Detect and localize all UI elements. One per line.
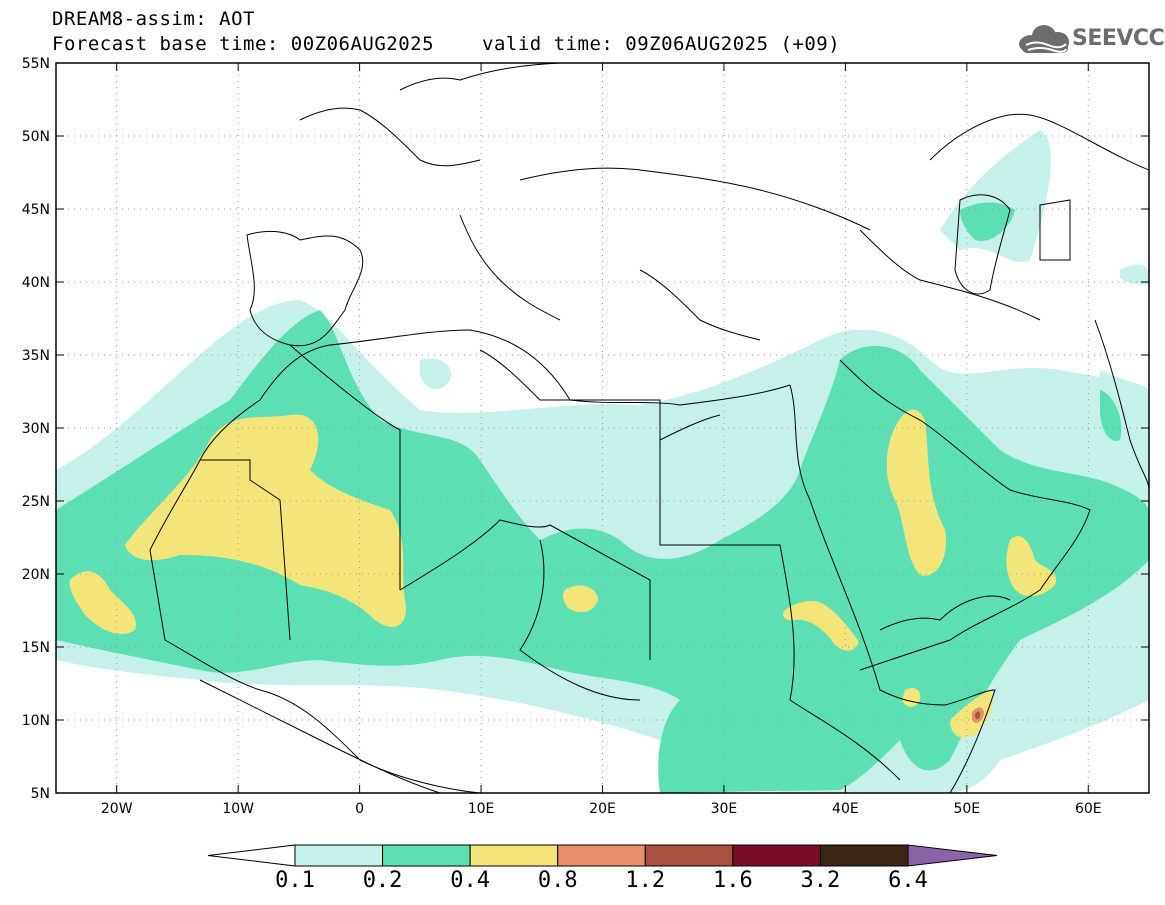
lat-tick-label: 55N — [22, 56, 50, 72]
lat-tick-label: 30N — [22, 421, 50, 437]
colorbar-label: 0.1 — [275, 868, 315, 893]
seevccc-logo: SEEVCCC — [1018, 22, 1165, 56]
colorbar-label: 0.4 — [450, 868, 491, 893]
lon-tick-label: 60E — [1075, 801, 1102, 817]
aot-contour-08 — [972, 707, 984, 723]
forecast-base-time: Forecast base time: 00Z06AUG2025 — [52, 33, 435, 55]
lat-tick-label: 5N — [31, 786, 50, 802]
logo-text: SEEVCCC — [1072, 26, 1165, 51]
colorbar-label: 1.6 — [712, 868, 753, 893]
colorbar-under-arrow — [207, 844, 296, 867]
lat-tick-label: 50N — [22, 129, 50, 145]
lon-tick-label: 50E — [953, 801, 980, 817]
lat-tick-label: 25N — [22, 494, 50, 510]
colorbar-label: 0.8 — [537, 868, 578, 893]
colorbar-swatch — [469, 844, 559, 867]
lon-tick-label: 40E — [832, 801, 859, 817]
colorbar-swatch — [294, 844, 384, 867]
colorbar-swatch — [732, 844, 821, 867]
valid-time: valid time: 09Z06AUG2025 (+09) — [482, 33, 841, 55]
cloud-icon — [1019, 25, 1069, 53]
lat-tick-label: 10N — [22, 713, 50, 729]
colorbar-label: 0.2 — [362, 868, 403, 893]
lon-ticks: 20W 10W 0 10E 20E 30E 40E 50E 60E — [101, 63, 1102, 817]
aot-contour-02 — [56, 202, 1149, 793]
colorbar-label: 6.4 — [888, 868, 928, 893]
lat-tick-label: 35N — [22, 348, 50, 364]
lon-tick-label: 10W — [222, 801, 254, 817]
colorbar-over-arrow — [907, 844, 998, 867]
aot-contour-04 — [69, 409, 1056, 738]
lat-tick-label: 45N — [22, 202, 50, 218]
colorbar-swatch — [819, 844, 909, 867]
lon-tick-label: 20E — [589, 801, 616, 817]
colorbar-label: 1.2 — [625, 868, 666, 893]
lon-tick-label: 20W — [101, 801, 133, 817]
colorbar — [207, 844, 998, 867]
lon-tick-label: 0 — [355, 801, 364, 817]
lat-ticks: 55N 50N 45N 40N 35N 30N 25N 20N 15N 10N 5N — [22, 56, 1149, 802]
colorbar-label: 3.2 — [800, 868, 841, 893]
lat-tick-label: 15N — [22, 640, 50, 656]
aot-fields — [56, 130, 1149, 793]
map-title: DREAM8-assim: AOT — [52, 8, 255, 30]
colorbar-swatch — [644, 844, 734, 867]
coastlines — [149, 63, 1149, 793]
colorbar-swatch — [382, 844, 471, 867]
lon-tick-label: 10E — [468, 801, 495, 817]
colorbar-swatch — [557, 844, 646, 867]
lon-tick-label: 30E — [711, 801, 738, 817]
lat-tick-label: 40N — [22, 275, 50, 291]
lat-tick-label: 20N — [22, 567, 50, 583]
